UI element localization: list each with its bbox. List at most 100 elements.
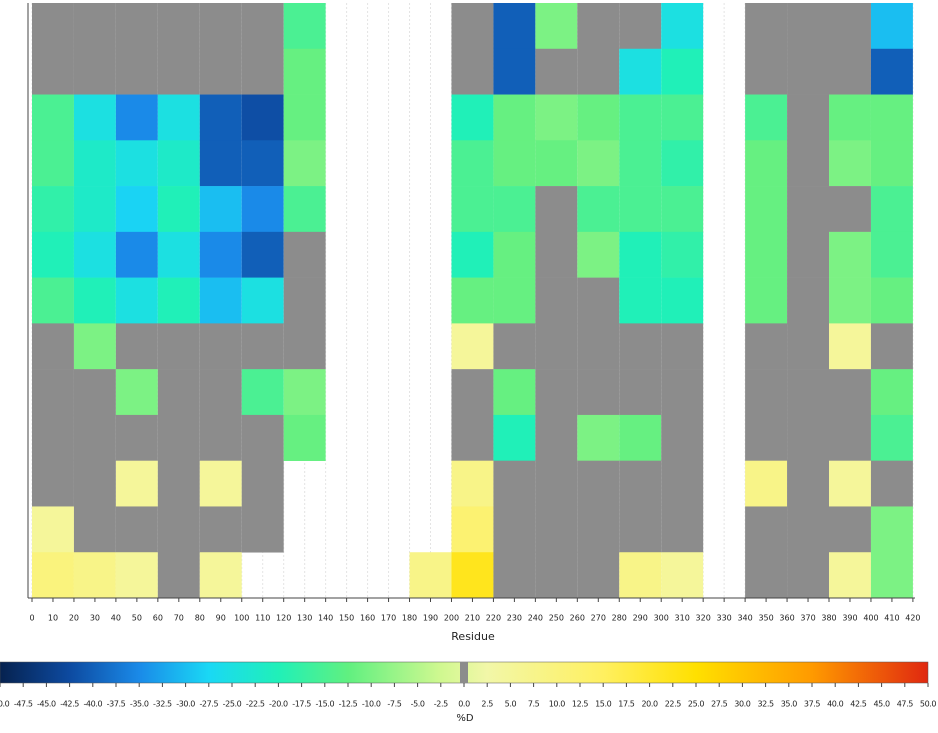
cell xyxy=(451,369,494,416)
colorbar-tick-label: -50.0 xyxy=(0,700,10,709)
cell xyxy=(577,3,620,50)
x-tick-label: 200 xyxy=(444,614,459,623)
cell xyxy=(870,414,913,461)
cell xyxy=(870,94,913,141)
colorbar-tick-label: -2.5 xyxy=(434,700,448,709)
cell xyxy=(535,94,578,141)
cell xyxy=(73,140,116,187)
cell xyxy=(745,231,788,278)
cell xyxy=(870,277,913,324)
cell xyxy=(577,369,620,416)
cell xyxy=(577,48,620,95)
cell xyxy=(787,186,830,233)
cell xyxy=(493,94,536,141)
cell xyxy=(577,323,620,370)
cell xyxy=(787,48,830,95)
cell xyxy=(199,323,242,370)
cell xyxy=(745,369,788,416)
cell xyxy=(493,369,536,416)
cell xyxy=(829,3,871,50)
cell xyxy=(283,3,326,50)
cell xyxy=(661,3,704,50)
colorbar-tick-label: 47.5 xyxy=(897,700,914,709)
cell xyxy=(157,414,200,461)
cell xyxy=(745,323,788,370)
colorbar-tick-label: 27.5 xyxy=(711,700,728,709)
cell xyxy=(619,552,662,599)
x-tick-label: 110 xyxy=(255,614,270,623)
cell xyxy=(241,506,284,553)
x-tick-label: 310 xyxy=(675,614,690,623)
cell xyxy=(870,323,913,370)
colorbar-tick-label: 50.0 xyxy=(920,700,937,709)
colorbar-zero xyxy=(460,662,468,683)
cell xyxy=(829,414,871,461)
cell xyxy=(115,186,158,233)
cell xyxy=(535,506,578,553)
cell xyxy=(535,186,578,233)
cell xyxy=(577,414,620,461)
cell xyxy=(787,460,830,507)
cell xyxy=(283,48,326,95)
cell xyxy=(115,414,158,461)
cell xyxy=(73,506,116,553)
cell xyxy=(199,140,242,187)
cell xyxy=(115,94,158,141)
cell xyxy=(157,506,200,553)
colorbar-tick-label: -17.5 xyxy=(292,700,311,709)
x-tick-label: 300 xyxy=(654,614,669,623)
colorbar-tick-label: 37.5 xyxy=(804,700,821,709)
x-tick-label: 140 xyxy=(318,614,333,623)
cell xyxy=(745,94,788,141)
colorbar-tick-label: -40.0 xyxy=(83,700,102,709)
cell xyxy=(451,48,494,95)
cell xyxy=(283,140,326,187)
cell xyxy=(787,323,830,370)
cell xyxy=(241,460,284,507)
cell xyxy=(493,186,536,233)
colorbar-tick-label: 22.5 xyxy=(665,700,682,709)
cell xyxy=(577,552,620,599)
cell xyxy=(157,3,200,50)
x-tick-label: 10 xyxy=(48,614,58,623)
colorbar-tick-label: 17.5 xyxy=(618,700,635,709)
cell xyxy=(73,186,116,233)
cell xyxy=(409,552,452,599)
cell xyxy=(619,231,662,278)
colorbar-tick-label: -47.5 xyxy=(14,700,33,709)
cell xyxy=(535,414,578,461)
x-tick-label: 330 xyxy=(716,614,731,623)
x-axis-label: Residue xyxy=(451,630,495,643)
cell xyxy=(241,414,284,461)
cell xyxy=(577,186,620,233)
cell xyxy=(787,369,830,416)
cell xyxy=(787,552,830,599)
cell xyxy=(870,231,913,278)
x-tick-label: 270 xyxy=(591,614,606,623)
cell xyxy=(619,369,662,416)
cell xyxy=(829,186,871,233)
cell xyxy=(451,323,494,370)
x-tick-label: 420 xyxy=(905,614,920,623)
cell xyxy=(157,552,200,599)
cell xyxy=(745,414,788,461)
cell xyxy=(32,277,74,324)
cell xyxy=(829,460,871,507)
cell xyxy=(745,460,788,507)
cell xyxy=(32,231,74,278)
cell xyxy=(619,140,662,187)
colorbar-tick-label: 40.0 xyxy=(827,700,844,709)
cell xyxy=(199,460,242,507)
cell xyxy=(157,48,200,95)
cell xyxy=(661,414,704,461)
cell xyxy=(619,94,662,141)
cell xyxy=(32,552,74,599)
cell xyxy=(73,48,116,95)
cell xyxy=(32,460,74,507)
cell xyxy=(870,552,913,599)
colorbar-tick-label: 10.0 xyxy=(549,700,566,709)
cell xyxy=(283,94,326,141)
x-tick-label: 320 xyxy=(696,614,711,623)
colorbar-tick-label: 5.0 xyxy=(505,700,517,709)
cell xyxy=(115,369,158,416)
